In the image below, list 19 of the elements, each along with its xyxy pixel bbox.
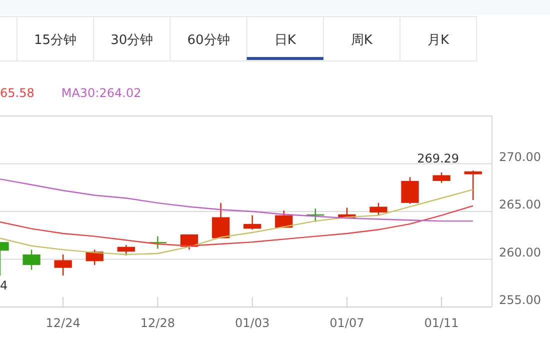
x-tick-label: 01/03: [235, 316, 270, 330]
text: 30分钟: [110, 33, 154, 48]
y-tick-label: 265.00: [499, 198, 541, 212]
x-tick-label: 01/07: [330, 316, 364, 330]
annotation: 269.29: [417, 152, 460, 166]
x-tick-label: 12/24: [46, 316, 80, 330]
text: 65.58: [0, 86, 34, 100]
text: 日K: [274, 33, 296, 48]
y-tick-label: 270.00: [499, 150, 541, 164]
text: MA30:264.02: [61, 86, 142, 100]
annotation: 4: [0, 278, 8, 292]
x-tick-label: 12/28: [140, 316, 175, 330]
x-tick-label: 01/11: [424, 316, 459, 330]
text: 周K: [350, 33, 373, 48]
text: 60分钟: [187, 33, 230, 48]
y-tick-label: 260.00: [499, 245, 541, 260]
text: 月K: [428, 33, 450, 48]
text: 15分钟: [34, 33, 77, 48]
y-tick-label: 255.00: [499, 293, 541, 307]
